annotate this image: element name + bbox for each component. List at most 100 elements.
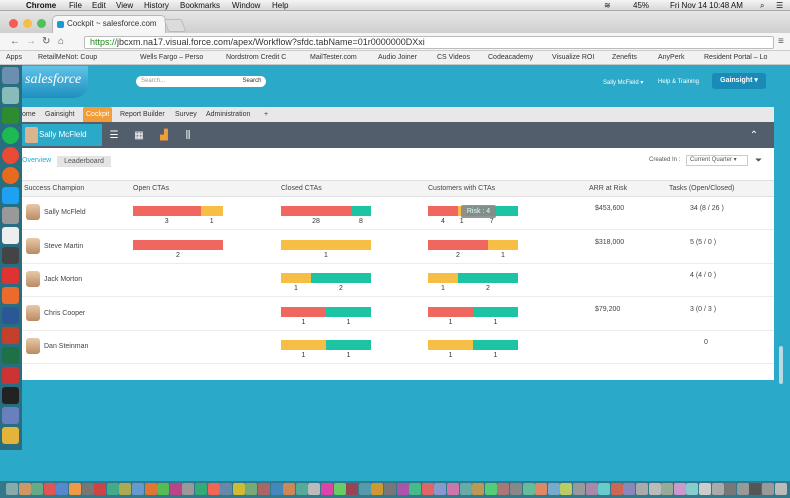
champion-name[interactable]: Steve Martin	[44, 242, 84, 250]
bookmark-retailmenot[interactable]: RetailMeNot: Coup	[38, 54, 98, 61]
collapse-icon[interactable]: ⌃	[749, 130, 759, 141]
closed-bar-segment-teal[interactable]	[351, 206, 371, 216]
tasks-value[interactable]: 5 (5 / 0 )	[690, 238, 717, 246]
closed-bar-segment-teal[interactable]	[311, 273, 371, 283]
wifi-icon[interactable]: ≋	[604, 1, 611, 10]
app-icon[interactable]	[2, 107, 19, 124]
dock-app-icon[interactable]	[396, 483, 409, 495]
dock-app-icon[interactable]	[472, 483, 485, 495]
dock-app-icon[interactable]	[434, 483, 447, 495]
dock-app-icon[interactable]	[18, 483, 31, 495]
bookmark-anyperk[interactable]: AnyPerk	[658, 54, 685, 61]
dock-app-icon[interactable]	[119, 483, 132, 495]
excel-icon[interactable]	[2, 347, 19, 364]
dock-app-icon[interactable]	[409, 483, 422, 495]
dock-app-icon[interactable]	[560, 483, 573, 495]
tab-gainsight[interactable]: Gainsight	[45, 111, 75, 118]
dock-app-icon[interactable]	[610, 483, 623, 495]
dock-app-icon[interactable]	[371, 483, 384, 495]
dock-app-icon[interactable]	[762, 483, 774, 495]
open-bar-segment-yellow[interactable]	[200, 206, 223, 216]
dock-app-icon[interactable]	[522, 483, 535, 495]
menu-edit[interactable]: Edit	[92, 1, 106, 10]
dock-app-icon[interactable]	[421, 483, 434, 495]
champion-name[interactable]: Dan Steinman	[44, 343, 89, 350]
customers-bar-segment-red[interactable]	[428, 306, 473, 317]
dock-app-icon[interactable]	[157, 483, 170, 495]
dock-app-icon[interactable]	[132, 483, 144, 495]
tab-survey[interactable]: Survey	[175, 111, 197, 118]
dock-app-icon[interactable]	[283, 483, 296, 495]
open-bar-segment-red[interactable]	[133, 239, 223, 250]
dock-app-icon[interactable]	[736, 483, 749, 495]
bookmark-resident-portal[interactable]: Resident Portal – Lo	[704, 54, 768, 61]
back-icon[interactable]: ←	[10, 36, 20, 47]
dock-app-icon[interactable]	[207, 483, 220, 495]
dock-app-icon[interactable]	[94, 483, 107, 495]
dock-app-icon[interactable]	[585, 483, 598, 495]
dock-app-icon[interactable]	[749, 483, 762, 495]
list-view-icon[interactable]: ☰	[109, 130, 119, 141]
closed-bar-segment-teal[interactable]	[326, 306, 371, 317]
dock-app-icon[interactable]	[43, 483, 56, 495]
minimize-window-button[interactable]	[23, 19, 32, 28]
forward-icon[interactable]: →	[26, 36, 36, 47]
customers-bar-segment-yellow[interactable]	[488, 239, 518, 250]
dock-app-icon[interactable]	[497, 483, 510, 495]
dock-app-icon[interactable]	[358, 483, 371, 495]
menu-help[interactable]: Help	[272, 1, 289, 10]
spotlight-icon[interactable]: ⌕	[760, 1, 765, 10]
closed-bar-segment-red[interactable]	[281, 206, 351, 216]
twitter-icon[interactable]	[2, 187, 19, 204]
closed-cta-bar[interactable]	[281, 306, 371, 317]
dock-app-icon[interactable]	[447, 483, 459, 495]
tasks-value[interactable]: 0	[704, 339, 708, 346]
dock-app-icon[interactable]	[245, 483, 258, 495]
dock-app-icon[interactable]	[106, 483, 119, 495]
close-window-button[interactable]	[9, 19, 18, 28]
closed-bar-segment-yellow[interactable]	[281, 239, 371, 250]
dock-app-icon[interactable]	[144, 483, 157, 495]
salesforce-logo[interactable]: salesforce	[22, 66, 88, 98]
powerpoint-icon[interactable]	[2, 327, 19, 344]
global-search-input[interactable]: Search...	[136, 76, 266, 87]
dock-app-icon[interactable]	[295, 483, 308, 495]
dock-app-icon[interactable]	[6, 483, 18, 495]
dock-app-icon[interactable]	[384, 483, 396, 495]
dock-app-icon[interactable]	[711, 483, 724, 495]
dock-app-icon[interactable]	[699, 483, 711, 495]
closed-bar-segment-teal[interactable]	[326, 340, 371, 350]
bookmark-wells-fargo[interactable]: Wells Fargo – Perso	[140, 54, 204, 61]
column-view-icon[interactable]: ⫼	[185, 130, 191, 141]
closed-cta-bar[interactable]	[281, 206, 371, 216]
customers-cta-bar[interactable]	[428, 340, 518, 350]
customers-cta-bar[interactable]	[428, 306, 518, 317]
add-tab-button[interactable]: +	[264, 111, 269, 118]
table-row[interactable]	[22, 264, 774, 297]
dock-app-icon[interactable]	[346, 483, 359, 495]
table-row[interactable]	[22, 331, 774, 364]
chart-view-icon[interactable]: ▟	[160, 130, 168, 141]
finder-icon[interactable]	[2, 67, 19, 84]
customers-cta-bar[interactable]	[428, 239, 518, 250]
dock-app-icon[interactable]	[774, 483, 787, 495]
tab-home[interactable]: ome	[22, 111, 36, 118]
overview-tab[interactable]: Overview	[22, 157, 52, 164]
dock-app-icon[interactable]	[69, 483, 81, 495]
user-menu[interactable]: Sally McFleld ▾	[603, 80, 644, 86]
dock-app-icon[interactable]	[232, 483, 245, 495]
bookmark-cs-videos[interactable]: CS Videos	[437, 54, 470, 61]
dock-app-icon[interactable]	[535, 483, 548, 495]
table-row[interactable]	[22, 298, 774, 331]
reload-icon[interactable]: ↻	[42, 36, 51, 47]
dock-app-icon[interactable]	[459, 483, 472, 495]
dock-app-icon[interactable]	[270, 483, 283, 495]
notifications-icon[interactable]: ☰	[776, 1, 784, 10]
tab-report-builder[interactable]: Report Builder	[120, 111, 165, 118]
dock-app-icon[interactable]	[31, 483, 44, 495]
dock-app-icon[interactable]	[686, 483, 699, 495]
dock-app-icon[interactable]	[308, 483, 321, 495]
launchpad-icon[interactable]	[2, 87, 19, 104]
dock-app-icon[interactable]	[81, 483, 94, 495]
dock-app-icon[interactable]	[169, 483, 182, 495]
